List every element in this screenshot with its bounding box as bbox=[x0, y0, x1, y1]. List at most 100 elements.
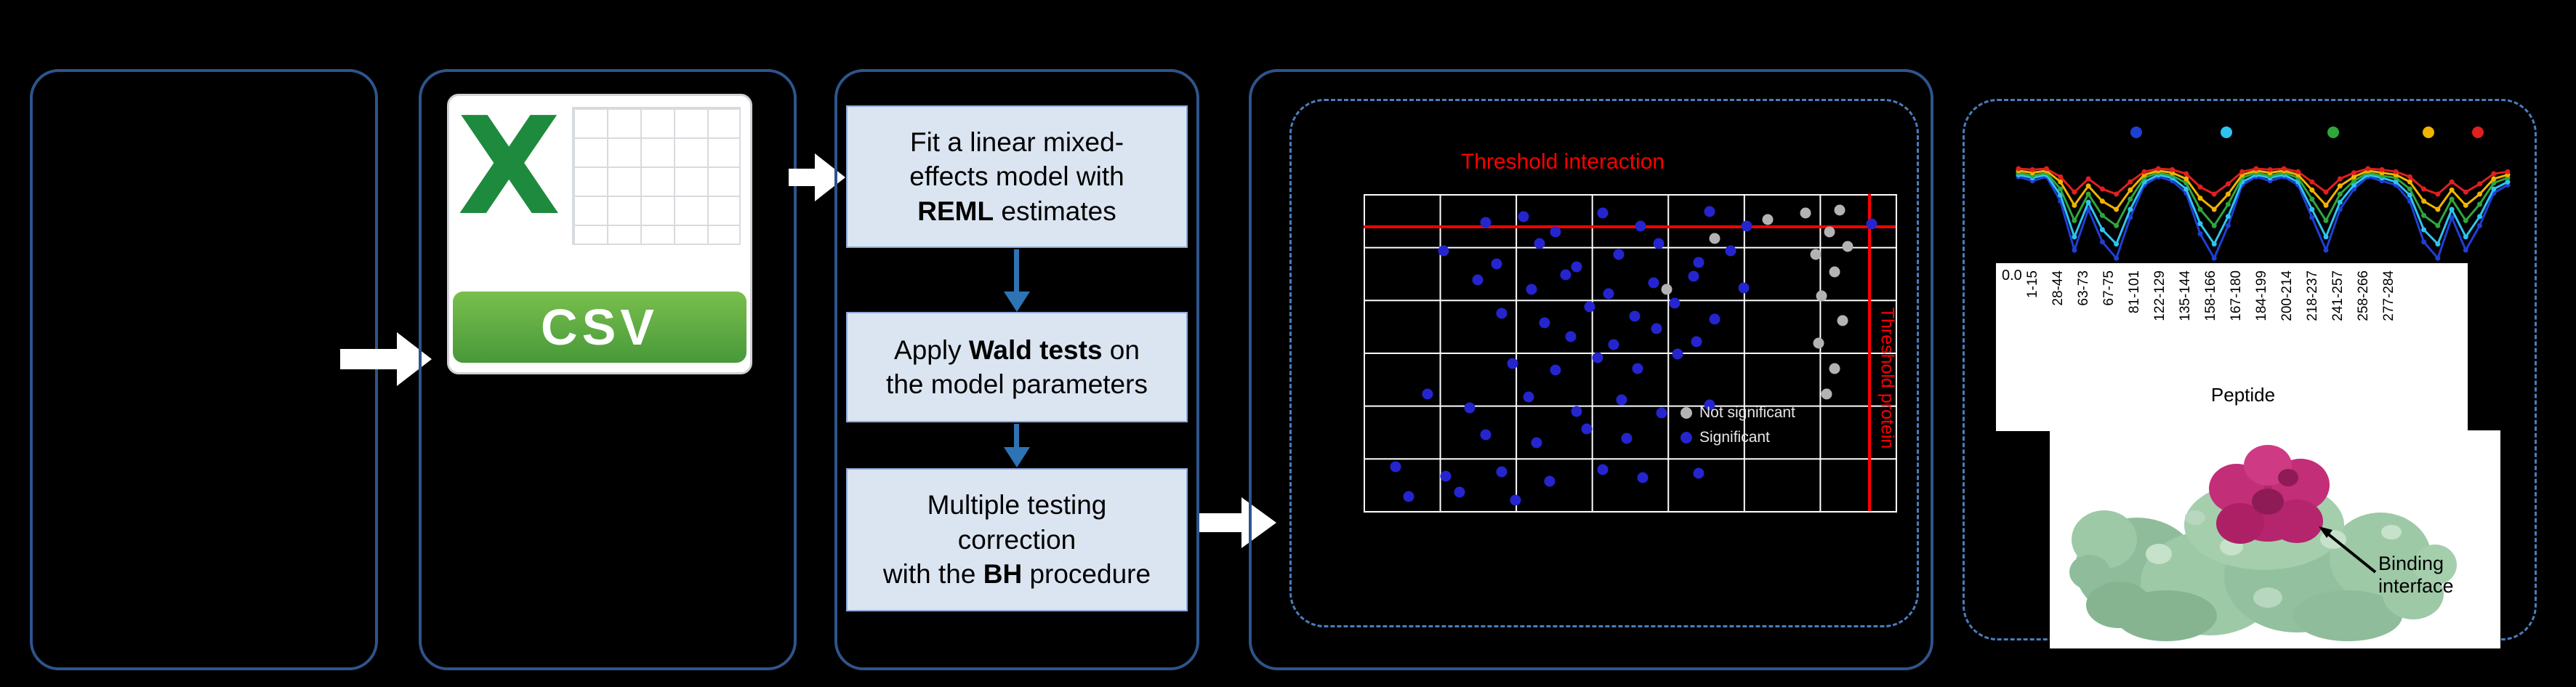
scatter-legend-item: Not significant bbox=[1681, 404, 1795, 422]
uptake-series-point bbox=[2491, 171, 2497, 177]
scatter-point bbox=[1496, 308, 1508, 318]
uptake-series-point bbox=[2463, 189, 2468, 195]
uptake-series-point bbox=[2351, 170, 2356, 176]
peptide-tick-label: 167-180 bbox=[2229, 270, 2244, 321]
uptake-series-point bbox=[2183, 171, 2189, 177]
uptake-series-point bbox=[2407, 192, 2412, 198]
scatter-point bbox=[1709, 233, 1720, 244]
peptide-tick-label: 218-237 bbox=[2305, 270, 2320, 321]
uptake-series-point bbox=[2170, 166, 2175, 172]
uptake-series-point bbox=[2463, 217, 2468, 223]
panel-csv-input bbox=[419, 69, 797, 670]
uptake-series-point bbox=[2421, 186, 2427, 192]
uptake-series-point bbox=[2421, 227, 2427, 233]
scatter-point bbox=[1507, 358, 1518, 369]
uptake-series-point bbox=[2225, 214, 2231, 220]
panel-statistical-steps bbox=[834, 69, 1199, 670]
uptake-series-point bbox=[2114, 241, 2120, 247]
uptake-series-point bbox=[2183, 176, 2189, 182]
scatter-point bbox=[1693, 257, 1704, 268]
uptake-series-point bbox=[2435, 241, 2441, 247]
threshold-interaction-line bbox=[1364, 225, 1896, 228]
uptake-series-point bbox=[2058, 174, 2064, 180]
protein-structure-image bbox=[2069, 445, 2457, 641]
down-arrow-icon bbox=[1004, 424, 1030, 467]
excel-x-logo: X bbox=[457, 88, 561, 245]
uptake-series-point bbox=[2421, 212, 2427, 218]
step-text: the model parameters bbox=[886, 369, 1148, 399]
uptake-series-point bbox=[2477, 222, 2482, 228]
scatter-point bbox=[1616, 394, 1627, 406]
arrow-head bbox=[1004, 292, 1030, 312]
peptide-tick-label: 67-75 bbox=[2101, 270, 2117, 306]
step-text: on bbox=[1102, 334, 1140, 365]
uptake-series-point bbox=[2155, 166, 2161, 172]
step-text: with the bbox=[882, 559, 983, 590]
scatter-point bbox=[1651, 323, 1662, 334]
scatter-point bbox=[1669, 297, 1681, 309]
peptide-tick-label: 277-284 bbox=[2381, 270, 2396, 321]
scatter-point bbox=[1526, 284, 1537, 295]
uptake-series-point bbox=[2099, 239, 2105, 245]
scatter-point bbox=[1510, 494, 1521, 506]
uptake-series-line bbox=[2018, 171, 2508, 228]
uptake-series-point bbox=[2225, 181, 2231, 187]
timepoint-legend-dot bbox=[2472, 126, 2484, 138]
uptake-series-point bbox=[2435, 255, 2441, 261]
uptake-series-point bbox=[2044, 166, 2049, 172]
scatter-point bbox=[1661, 284, 1673, 295]
peptide-tick-label: 258-266 bbox=[2356, 270, 2371, 321]
peptide-tick-label: 63-73 bbox=[2076, 270, 2091, 306]
scatter-point bbox=[1635, 220, 1646, 232]
peptide-axis-panel: 0.0 Peptide 1-15 28-44 63-73 67-75 81-101 122… bbox=[1996, 263, 2468, 431]
uptake-series-point bbox=[2407, 186, 2412, 192]
uptake-series-point bbox=[2114, 222, 2120, 228]
uptake-series-point bbox=[2449, 214, 2455, 220]
uptake-series-point bbox=[2128, 214, 2133, 220]
scatter-point bbox=[1824, 226, 1835, 238]
uptake-series-point bbox=[2435, 222, 2441, 228]
arrow-head bbox=[397, 332, 432, 386]
peptide-tick-label: 1-15 bbox=[2025, 270, 2040, 299]
uptake-series-point bbox=[2323, 234, 2329, 240]
step-text: effects model with bbox=[909, 161, 1124, 192]
scatter-point bbox=[1496, 466, 1508, 477]
uptake-series-point bbox=[2197, 231, 2203, 237]
scatter-point bbox=[1592, 352, 1603, 363]
uptake-series-point bbox=[2337, 183, 2343, 189]
peptide-tick-label: 200-214 bbox=[2279, 270, 2295, 321]
uptake-series-point bbox=[2128, 196, 2133, 202]
panel-empty-input bbox=[30, 69, 378, 670]
scatter-point bbox=[1829, 363, 1840, 374]
timepoint-legend-dot bbox=[2327, 126, 2339, 138]
uptake-series-point bbox=[2058, 179, 2064, 185]
step-wald-tests: Apply Wald tests on the model parameters bbox=[846, 312, 1188, 422]
scatter-point bbox=[1581, 423, 1593, 435]
arrow-shaft bbox=[1014, 249, 1019, 292]
scatter-point bbox=[1454, 486, 1465, 498]
timepoint-legend-dot bbox=[2130, 126, 2142, 138]
step-text: correction bbox=[957, 524, 1076, 555]
uptake-series-point bbox=[2253, 166, 2259, 172]
uptake-series-point bbox=[2211, 206, 2217, 212]
scatter-point bbox=[1688, 270, 1699, 282]
scatter-point bbox=[1597, 207, 1609, 219]
scatter-point bbox=[1691, 336, 1702, 347]
scatter-point bbox=[1440, 470, 1452, 482]
uptake-series-point bbox=[2351, 174, 2356, 180]
uptake-series-point bbox=[2295, 169, 2301, 174]
uptake-series-point bbox=[2099, 198, 2105, 204]
step-text: Apply bbox=[894, 334, 969, 365]
uptake-series-point bbox=[2337, 191, 2343, 197]
down-arrow-icon bbox=[1004, 249, 1030, 312]
uptake-series-point bbox=[2072, 234, 2077, 240]
scatter-point bbox=[1438, 245, 1449, 257]
scatter-point bbox=[1480, 217, 1492, 228]
binding-label-line2: interface bbox=[2378, 575, 2454, 598]
scatter-point bbox=[1834, 204, 1846, 216]
scatter-point bbox=[1480, 429, 1492, 441]
uptake-series-point bbox=[2463, 202, 2468, 208]
flow-arrow-icon bbox=[789, 153, 845, 201]
flow-arrow-icon bbox=[1199, 497, 1278, 548]
uptake-series-point bbox=[2505, 179, 2511, 185]
